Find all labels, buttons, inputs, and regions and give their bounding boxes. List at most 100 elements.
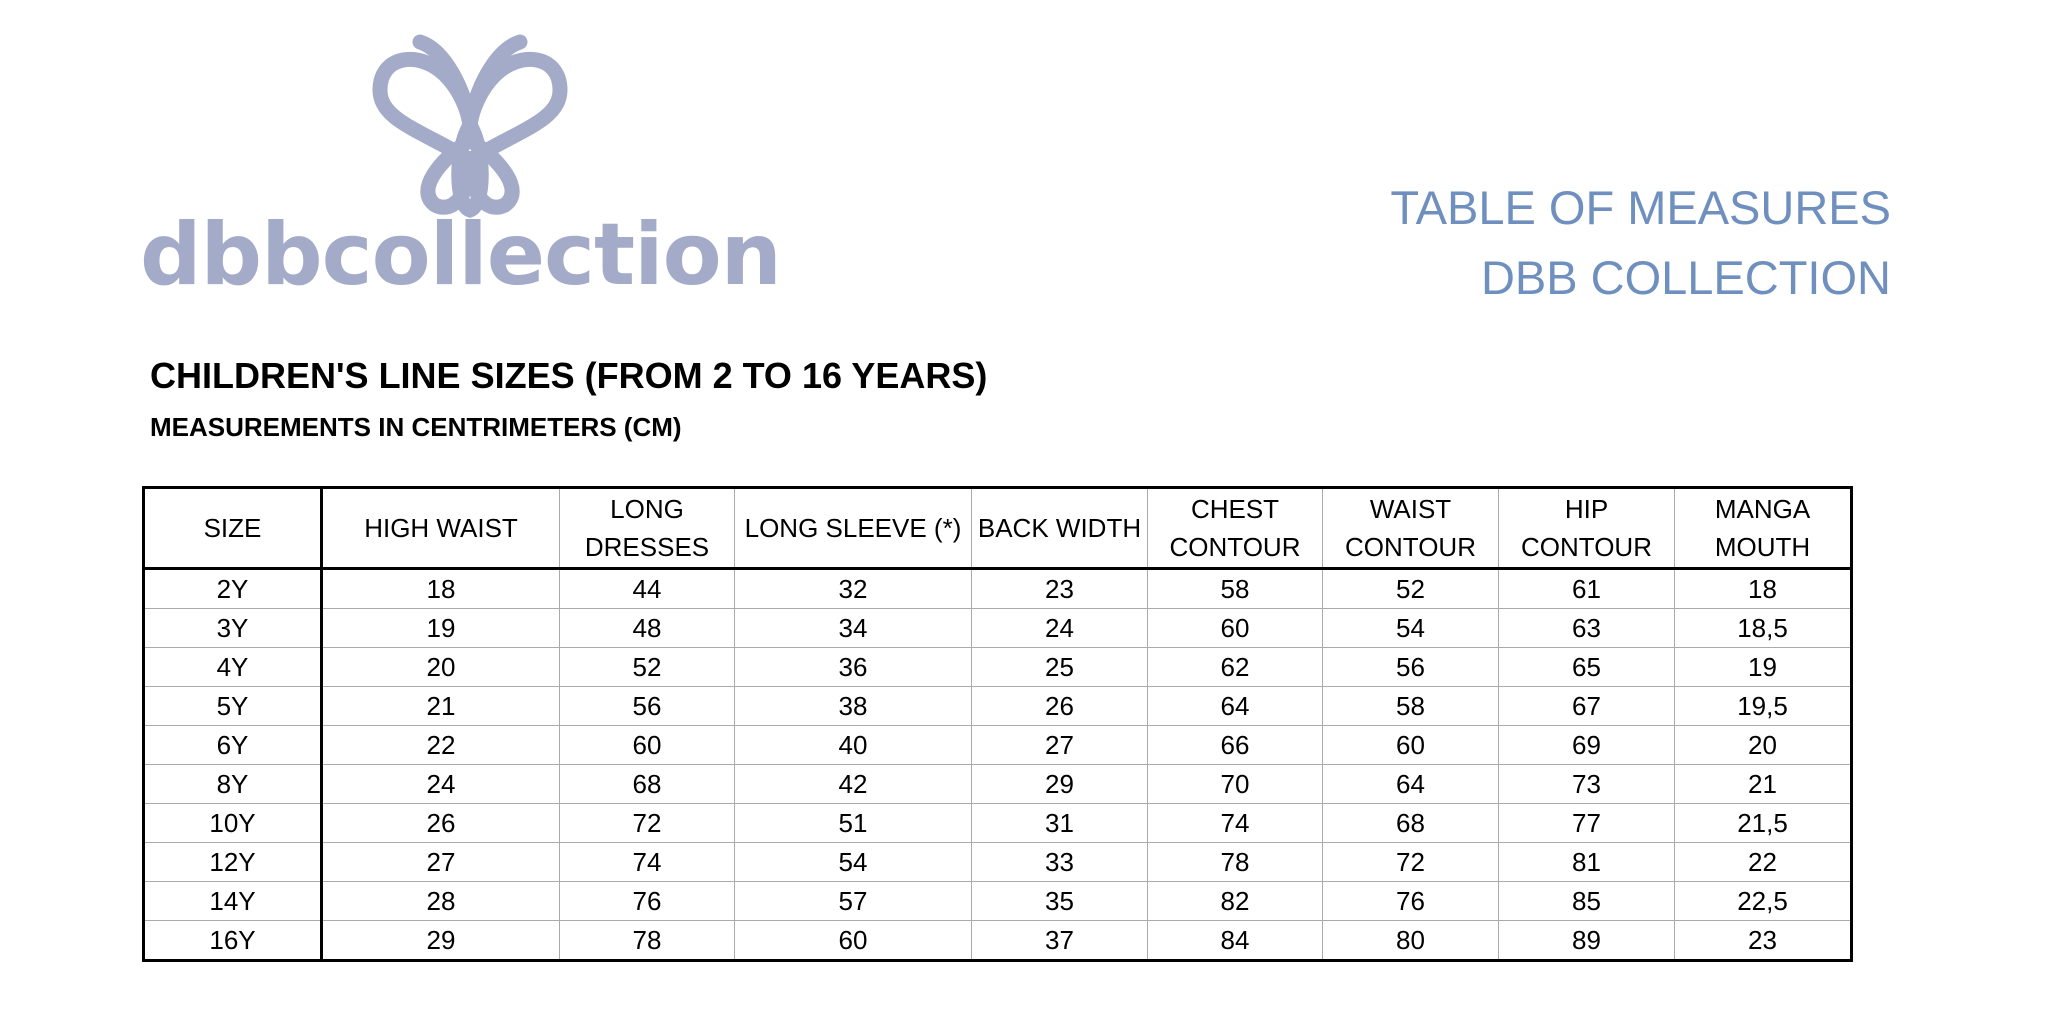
table-cell: 10Y — [143, 803, 323, 843]
table-cell: 52 — [559, 647, 735, 687]
table-cell: 78 — [1147, 842, 1323, 882]
table-cell: 60 — [1147, 608, 1323, 648]
table-cell: 82 — [1147, 881, 1323, 921]
table-cell: 29 — [971, 764, 1148, 804]
table-cell: 84 — [1147, 920, 1323, 961]
table-cell: 12Y — [143, 842, 323, 882]
column-header: MANGA MOUTH — [1674, 487, 1852, 570]
table-cell: 80 — [1322, 920, 1499, 961]
butterfly-logo — [372, 34, 568, 218]
table-cell: 28 — [321, 881, 560, 921]
table-cell: 56 — [559, 686, 735, 726]
table-cell: 3Y — [143, 608, 323, 648]
table-cell: 89 — [1498, 920, 1675, 961]
table-cell: 67 — [1498, 686, 1675, 726]
table-cell: 68 — [1322, 803, 1499, 843]
size-table: SIZE HIGH WAIST LONG DRESSES LONG SLEEVE (*… — [142, 486, 1853, 962]
table-row: 4Y 20 52 36 25 62 56 65 19 — [143, 647, 1852, 687]
table-cell: 5Y — [143, 686, 323, 726]
column-header: WAIST CONTOUR — [1322, 487, 1499, 570]
table-cell: 33 — [971, 842, 1148, 882]
table-cell: 14Y — [143, 881, 323, 921]
table-cell: 60 — [559, 725, 735, 765]
column-header: SIZE — [143, 487, 323, 570]
table-cell: 36 — [734, 647, 972, 687]
table-row: 8Y 24 68 42 29 70 64 73 21 — [143, 764, 1852, 804]
table-cell: 54 — [1322, 608, 1499, 648]
table-cell: 20 — [1674, 725, 1852, 765]
table-cell: 69 — [1498, 725, 1675, 765]
table-cell: 63 — [1498, 608, 1675, 648]
column-header: BACK WIDTH — [971, 487, 1148, 570]
table-cell: 34 — [734, 608, 972, 648]
table-cell: 60 — [1322, 725, 1499, 765]
title: DBB COLLECTION — [1480, 251, 1891, 304]
table-cell: 66 — [1147, 725, 1323, 765]
table-cell: 6Y — [143, 725, 323, 765]
table-cell: 60 — [734, 920, 972, 961]
table-cell: 76 — [1322, 881, 1499, 921]
table-row: 2Y 18 44 32 23 58 52 61 18 — [143, 568, 1852, 609]
table-row: 6Y 22 60 40 27 66 60 69 20 — [143, 725, 1852, 765]
table-cell: 77 — [1498, 803, 1675, 843]
table-cell: 85 — [1498, 881, 1675, 921]
table-cell: 76 — [559, 881, 735, 921]
table-cell: 20 — [321, 647, 560, 687]
table-cell: 64 — [1147, 686, 1323, 726]
table-cell: 23 — [971, 568, 1148, 609]
column-header: LONG SLEEVE (*) — [734, 487, 972, 570]
table-cell: 18 — [1674, 568, 1852, 609]
table-cell: 65 — [1498, 647, 1675, 687]
table-cell: 27 — [971, 725, 1148, 765]
table-cell: 19 — [321, 608, 560, 648]
column-header: LONG DRESSES — [559, 487, 735, 570]
section-subtitle: MEASUREMENTS IN CENTRIMETERS (CM) — [150, 412, 682, 442]
table-cell: 42 — [734, 764, 972, 804]
table-cell: 74 — [559, 842, 735, 882]
table-cell: 22 — [1674, 842, 1852, 882]
section-title: CHILDREN'S LINE SIZES (FROM 2 TO 16 YEAR… — [150, 355, 988, 396]
table-cell: 54 — [734, 842, 972, 882]
table-cell: 56 — [1322, 647, 1499, 687]
column-header: HIGH WAIST — [321, 487, 560, 570]
table-cell: 18,5 — [1674, 608, 1852, 648]
table-row: 10Y 26 72 51 31 74 68 77 21,5 — [143, 803, 1852, 843]
table-cell: 81 — [1498, 842, 1675, 882]
table-cell: 22,5 — [1674, 881, 1852, 921]
table-cell: 2Y — [143, 568, 323, 609]
table-cell: 61 — [1498, 568, 1675, 609]
table-cell: 8Y — [143, 764, 323, 804]
table-cell: 68 — [559, 764, 735, 804]
table-cell: 38 — [734, 686, 972, 726]
table-cell: 21 — [1674, 764, 1852, 804]
table-cell: 31 — [971, 803, 1148, 843]
logo-text: dbbcollection — [140, 205, 782, 305]
table-row: 5Y 21 56 38 26 64 58 67 19,5 — [143, 686, 1852, 726]
table-cell: 73 — [1498, 764, 1675, 804]
table-cell: 58 — [1147, 568, 1323, 609]
table-cell: 24 — [321, 764, 560, 804]
table-row: 16Y 29 78 60 37 84 80 89 23 — [143, 920, 1852, 961]
table-cell: 64 — [1322, 764, 1499, 804]
table-cell: 72 — [559, 803, 735, 843]
table-cell: 78 — [559, 920, 735, 961]
table-cell: 26 — [971, 686, 1148, 726]
table-cell: 72 — [1322, 842, 1499, 882]
table-cell: 18 — [321, 568, 560, 609]
table-cell: 26 — [321, 803, 560, 843]
table-cell: 37 — [971, 920, 1148, 961]
column-header: CHEST CONTOUR — [1147, 487, 1323, 570]
table-cell: 52 — [1322, 568, 1499, 609]
table-cell: 58 — [1322, 686, 1499, 726]
table-cell: 21 — [321, 686, 560, 726]
table-cell: 23 — [1674, 920, 1852, 961]
table-cell: 32 — [734, 568, 972, 609]
table-cell: 51 — [734, 803, 972, 843]
table-cell: 4Y — [143, 647, 323, 687]
title: TABLE OF MEASURES — [1390, 181, 1891, 234]
table-row: 3Y 19 48 34 24 60 54 63 18,5 — [143, 608, 1852, 648]
table-cell: 57 — [734, 881, 972, 921]
table-cell: 48 — [559, 608, 735, 648]
table-cell: 44 — [559, 568, 735, 609]
